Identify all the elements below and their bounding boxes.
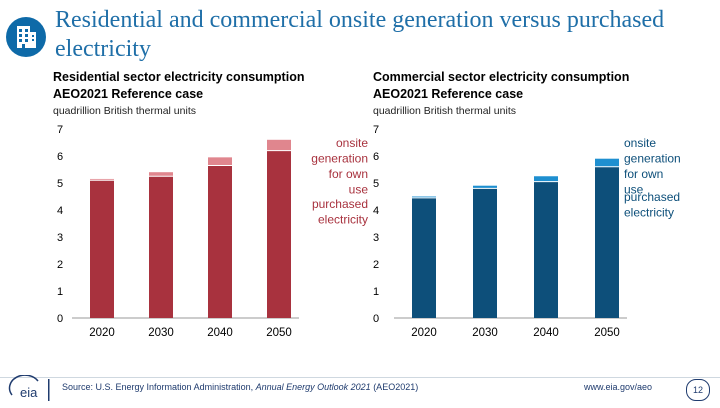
residential-bar-purchased [149, 176, 173, 318]
commercial-bar-purchased [473, 188, 497, 318]
residential-category-label: 2020 [89, 327, 115, 339]
commercial-chart-title: Commercial sector electricity consumptio… [373, 70, 630, 84]
residential-annotation-onsite: onsite [336, 136, 368, 150]
source-note: Source: U.S. Energy Information Administ… [62, 382, 418, 392]
commercial-ytick-label: 0 [373, 313, 379, 325]
commercial-units-label: quadrillion British thermal units [373, 105, 516, 117]
residential-bar-onsite [90, 178, 114, 181]
commercial-category-label: 2040 [533, 327, 559, 339]
source-suffix: (AEO2021) [370, 382, 419, 392]
commercial-annotation-onsite: for own [624, 167, 663, 181]
residential-ytick-label: 5 [57, 178, 63, 190]
commercial-ytick-label: 7 [373, 124, 379, 136]
commercial-annotation-onsite: generation [624, 152, 681, 166]
residential-units-label: quadrillion British thermal units [53, 105, 196, 117]
residential-bar-purchased [90, 180, 114, 318]
eia-logo: eia [8, 374, 54, 408]
residential-bar-onsite [149, 172, 173, 177]
commercial-bar-purchased [534, 181, 558, 318]
commercial-ytick-label: 5 [373, 178, 379, 190]
residential-bar-purchased [208, 165, 232, 318]
commercial-ytick-label: 2 [373, 259, 379, 271]
residential-ytick-label: 2 [57, 259, 63, 271]
commercial-bar-onsite [534, 176, 558, 182]
commercial-annotation-purchased: electricity [624, 206, 674, 220]
residential-ytick-label: 3 [57, 232, 63, 244]
residential-bar-onsite [267, 139, 291, 151]
commercial-bar-onsite [595, 158, 619, 167]
commercial-category-label: 2030 [472, 327, 498, 339]
residential-bar-purchased [267, 150, 291, 318]
commercial-annotation-onsite: onsite [624, 136, 656, 150]
residential-category-label: 2050 [266, 327, 292, 339]
commercial-category-label: 2050 [594, 327, 620, 339]
commercial-bar-onsite [473, 185, 497, 189]
building-icon [6, 17, 46, 57]
page-title: Residential and commercial onsite genera… [55, 7, 665, 62]
commercial-ytick-label: 1 [373, 286, 379, 298]
commercial-ytick-label: 6 [373, 151, 379, 163]
residential-chart-subtitle: AEO2021 Reference case [53, 87, 204, 101]
residential-annotation-onsite: for own [329, 167, 368, 181]
commercial-ytick-label: 3 [373, 232, 379, 244]
residential-ytick-label: 7 [57, 124, 63, 136]
commercial-bar-purchased [595, 166, 619, 318]
source-title: Annual Energy Outlook 2021 [255, 382, 371, 392]
residential-ytick-label: 1 [57, 286, 63, 298]
commercial-ytick-label: 4 [373, 205, 379, 217]
commercial-category-label: 2020 [411, 327, 437, 339]
footer-divider [0, 377, 720, 378]
residential-chart-heading: Residential sector electricity consumpti… [53, 69, 304, 103]
eia-logo-text: eia [20, 385, 38, 400]
residential-ytick-label: 0 [57, 313, 63, 325]
source-prefix: Source: U.S. Energy Information Administ… [62, 382, 256, 392]
page-number: 12 [686, 379, 710, 401]
residential-annotation-onsite: use [349, 183, 369, 197]
residential-annotation-onsite: generation [311, 152, 368, 166]
residential-bar-onsite [208, 157, 232, 166]
residential-chart-title: Residential sector electricity consumpti… [53, 70, 305, 84]
commercial-chart-subtitle: AEO2021 Reference case [373, 87, 524, 101]
commercial-bar-purchased [412, 197, 436, 318]
commercial-chart-heading: Commercial sector electricity consumptio… [373, 69, 629, 103]
commercial-annotation-purchased: purchased [624, 190, 680, 204]
residential-annotation-purchased: purchased [312, 197, 368, 211]
residential-category-label: 2040 [207, 327, 233, 339]
residential-category-label: 2030 [148, 327, 174, 339]
residential-ytick-label: 4 [57, 205, 63, 217]
footer-url[interactable]: www.eia.gov/aeo [584, 382, 653, 392]
residential-ytick-label: 6 [57, 151, 63, 163]
commercial-bar-onsite [412, 196, 436, 198]
commercial-annotation-onsite: use [624, 183, 644, 197]
residential-annotation-purchased: electricity [318, 213, 368, 227]
